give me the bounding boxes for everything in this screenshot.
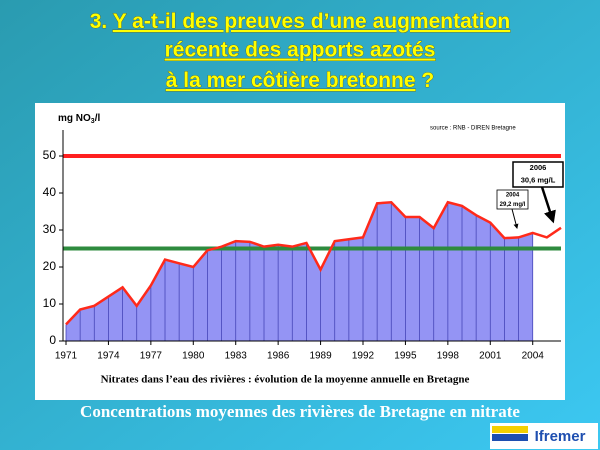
- caption: Concentrations moyennes des rivières de …: [80, 402, 520, 421]
- y-tick-label: 40: [43, 185, 57, 199]
- x-tick-label: 2001: [479, 351, 502, 362]
- x-tick-label: 1995: [394, 351, 417, 362]
- title-number: 3.: [90, 10, 108, 33]
- logo: Ifremer: [490, 423, 598, 449]
- y-label-part: mg NO: [58, 113, 91, 124]
- x-tick-label: 1980: [182, 351, 205, 362]
- logo-text: Ifremer: [535, 428, 586, 445]
- annotation-text: 2006: [530, 163, 547, 172]
- y-tick-label: 0: [49, 333, 56, 347]
- x-tick-label: 1971: [55, 351, 78, 362]
- annotation-arrow: [540, 186, 556, 224]
- y-label-part: 3: [91, 118, 95, 125]
- x-tick-label: 2004: [522, 351, 545, 362]
- plot: mg NO3/l source : RNB - DIREN Bretagne 0 10…: [43, 113, 564, 386]
- y-tick-label: 20: [43, 259, 57, 273]
- logo-stripe: [492, 426, 528, 433]
- title-text: Y a-t-il des preuves d’une augmentation: [113, 10, 511, 33]
- chart-subtitle: Nitrates dans l’eau des rivières : évolu…: [101, 374, 470, 386]
- annotation-text: 30,6 mg/L: [521, 176, 556, 185]
- x-tick-label: 1986: [267, 351, 290, 362]
- title-line: à la mer côtière bretonne ?: [166, 69, 434, 92]
- annotation-text: 2004: [506, 192, 520, 198]
- x-tick-label: 1992: [352, 351, 375, 362]
- title-text: à la mer côtière bretonne: [166, 69, 416, 92]
- x-tick-label: 1974: [97, 351, 120, 362]
- title-end: ?: [421, 69, 434, 92]
- title-line: récente des apports azotés: [165, 39, 436, 62]
- y-tick-label: 50: [43, 148, 57, 162]
- y-axis-label: mg NO3/l: [58, 113, 100, 125]
- source: source : RNB - DIREN Bretagne: [430, 126, 516, 132]
- annotation-box: [512, 161, 564, 188]
- y-tick-label: 30: [43, 222, 57, 236]
- logo-stripe: [492, 434, 528, 441]
- title: 3. Y a-t-il des preuves d’une augmentati…: [89, 9, 511, 92]
- x-tick-label: 1977: [140, 351, 163, 362]
- x-tick-label: 1998: [437, 351, 460, 362]
- y-label-part: /l: [95, 113, 101, 124]
- y-tick-label: 10: [43, 296, 57, 310]
- annotation-arrow: [511, 208, 519, 229]
- annotation-text: 29,2 mg/l: [500, 202, 526, 208]
- title-line: 3. Y a-t-il des preuves d’une augmentati…: [90, 10, 511, 33]
- area: [66, 202, 533, 341]
- x-tick-label: 1983: [225, 351, 248, 362]
- line: [65, 200, 562, 326]
- x-tick-label: 1989: [309, 351, 332, 362]
